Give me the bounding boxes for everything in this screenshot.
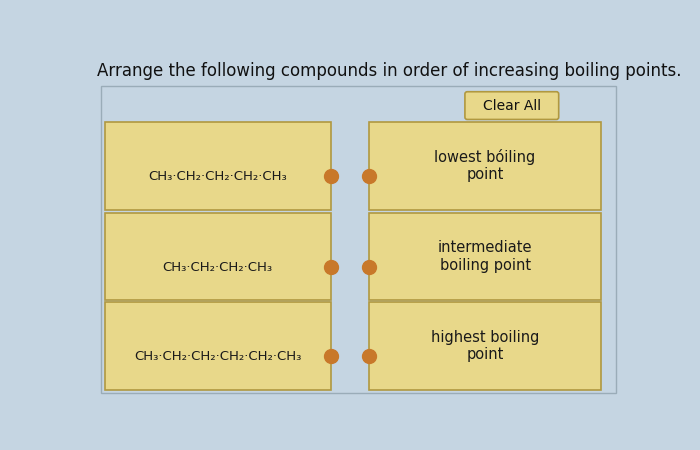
FancyBboxPatch shape [104, 302, 331, 390]
Text: CH₃·CH₂·CH₂·CH₂·CH₃: CH₃·CH₂·CH₂·CH₂·CH₃ [148, 170, 287, 183]
Text: highest boiling
point: highest boiling point [431, 330, 539, 362]
Text: Arrange the following compounds in order of increasing boiling points.: Arrange the following compounds in order… [97, 62, 681, 80]
Text: CH₃·CH₂·CH₂·CH₂·CH₂·CH₃: CH₃·CH₂·CH₂·CH₂·CH₂·CH₃ [134, 350, 302, 363]
Text: CH₃·CH₂·CH₂·CH₃: CH₃·CH₂·CH₂·CH₃ [162, 261, 273, 274]
Text: intermediate
boiling point: intermediate boiling point [438, 240, 532, 273]
FancyBboxPatch shape [104, 212, 331, 301]
FancyBboxPatch shape [369, 302, 601, 390]
FancyBboxPatch shape [369, 122, 601, 210]
FancyBboxPatch shape [465, 92, 559, 119]
FancyBboxPatch shape [369, 212, 601, 301]
FancyBboxPatch shape [104, 122, 331, 210]
Text: lowest bóiling
point: lowest bóiling point [435, 149, 536, 182]
Text: Clear All: Clear All [483, 99, 541, 112]
FancyBboxPatch shape [102, 86, 616, 393]
